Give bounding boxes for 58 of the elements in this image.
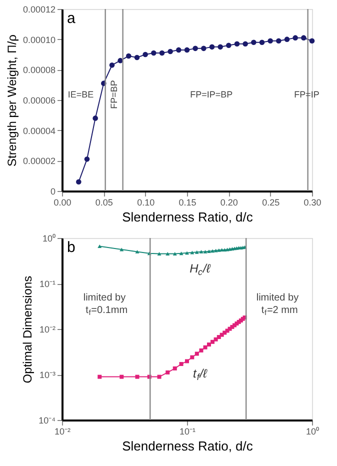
point: [192, 46, 198, 52]
y-tick-label: 0.00002: [22, 156, 56, 166]
point: [234, 41, 240, 47]
point: [142, 52, 148, 58]
point: [268, 38, 273, 44]
x-tick-label: 10⁰: [306, 426, 320, 436]
y-tick-label: 0.00008: [22, 65, 56, 76]
point: [226, 42, 232, 48]
y-tick-label: 0: [50, 186, 56, 196]
x-tick-label: 10⁻²: [54, 426, 71, 436]
chart-title: a: [67, 10, 76, 27]
point: [184, 47, 190, 53]
point: [76, 179, 82, 185]
x-tick-label: 0.00: [54, 198, 72, 208]
point: [168, 48, 173, 54]
y-tick-label: 0.00006: [22, 96, 56, 106]
point: [134, 54, 140, 60]
point: [126, 53, 132, 59]
point: [251, 40, 256, 46]
x-tick-label: 0.15: [178, 198, 196, 208]
point: [109, 62, 115, 68]
x-tick-label: 0.20: [220, 198, 238, 208]
point: [209, 44, 215, 50]
point: [292, 35, 298, 40]
x-tick-label: 10⁻¹: [179, 426, 196, 436]
point: [218, 44, 223, 50]
chart-title: b: [67, 239, 76, 256]
point: [242, 41, 248, 47]
y-tick-label: 0.00004: [22, 126, 56, 136]
annotation: FP=BP: [109, 80, 120, 109]
x-tick-label: 0.30: [304, 198, 322, 208]
y-tick-label: 10⁻¹: [39, 279, 56, 289]
point: [176, 47, 182, 53]
x-tick-label: 0.25: [262, 198, 280, 208]
y-tick-label: 10⁻⁴: [38, 416, 56, 426]
point: [309, 38, 315, 44]
y-tick-label: 10⁰: [42, 234, 56, 244]
y-tick-label: 10⁻³: [39, 370, 56, 380]
x-axis-title: Slenderness Ratio, d/c: [122, 210, 254, 224]
point: [159, 50, 165, 56]
annotation: FP=IP=BP: [190, 90, 233, 100]
point: [284, 36, 290, 42]
y-tick-label: 0.00012: [22, 4, 56, 14]
point: [151, 50, 156, 56]
point: [84, 156, 90, 162]
x-tick-label: 0.10: [137, 198, 155, 208]
y-axis-title: Strength per Weight, Π/ρ: [4, 34, 19, 166]
y-tick-label: 0.00010: [22, 34, 56, 45]
x-axis-title: Slenderness Ratio, d/c: [122, 438, 254, 454]
y-tick-label: 10⁻²: [39, 324, 56, 334]
point: [92, 116, 98, 121]
x-tick-label: 0.05: [95, 198, 113, 208]
point: [259, 40, 265, 46]
y-axis-title: Optimal Dimensions: [20, 276, 35, 384]
point: [201, 46, 206, 52]
point: [301, 35, 306, 40]
point: [276, 38, 282, 44]
annotation: IE=BE: [68, 90, 94, 100]
